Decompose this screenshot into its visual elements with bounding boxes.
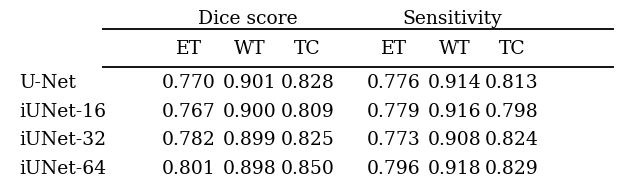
Text: WT: WT	[234, 40, 266, 58]
Text: 0.916: 0.916	[428, 103, 481, 121]
Text: 0.776: 0.776	[367, 74, 420, 92]
Text: iUNet-16: iUNet-16	[19, 103, 106, 121]
Text: TC: TC	[294, 40, 321, 58]
Text: 0.770: 0.770	[162, 74, 216, 92]
Text: 0.900: 0.900	[223, 103, 276, 121]
Text: 0.828: 0.828	[280, 74, 334, 92]
Text: WT: WT	[438, 40, 470, 58]
Text: Sensitivity: Sensitivity	[403, 10, 502, 28]
Text: 0.850: 0.850	[280, 160, 334, 178]
Text: 0.767: 0.767	[162, 103, 216, 121]
Text: 0.829: 0.829	[485, 160, 539, 178]
Text: 0.918: 0.918	[428, 160, 481, 178]
Text: 0.908: 0.908	[428, 131, 481, 149]
Text: Dice score: Dice score	[198, 10, 298, 28]
Text: 0.899: 0.899	[223, 131, 276, 149]
Text: 0.782: 0.782	[162, 131, 216, 149]
Text: iUNet-32: iUNet-32	[19, 131, 106, 149]
Text: TC: TC	[499, 40, 525, 58]
Text: 0.813: 0.813	[485, 74, 539, 92]
Text: 0.779: 0.779	[367, 103, 420, 121]
Text: 0.773: 0.773	[367, 131, 420, 149]
Text: 0.809: 0.809	[280, 103, 334, 121]
Text: 0.824: 0.824	[485, 131, 539, 149]
Text: 0.796: 0.796	[367, 160, 420, 178]
Text: 0.901: 0.901	[223, 74, 276, 92]
Text: ET: ET	[176, 40, 202, 58]
Text: 0.801: 0.801	[162, 160, 216, 178]
Text: 0.898: 0.898	[223, 160, 276, 178]
Text: 0.825: 0.825	[280, 131, 334, 149]
Text: 0.914: 0.914	[428, 74, 481, 92]
Text: ET: ET	[381, 40, 406, 58]
Text: 0.798: 0.798	[485, 103, 539, 121]
Text: U-Net: U-Net	[19, 74, 76, 92]
Text: iUNet-64: iUNet-64	[19, 160, 106, 178]
